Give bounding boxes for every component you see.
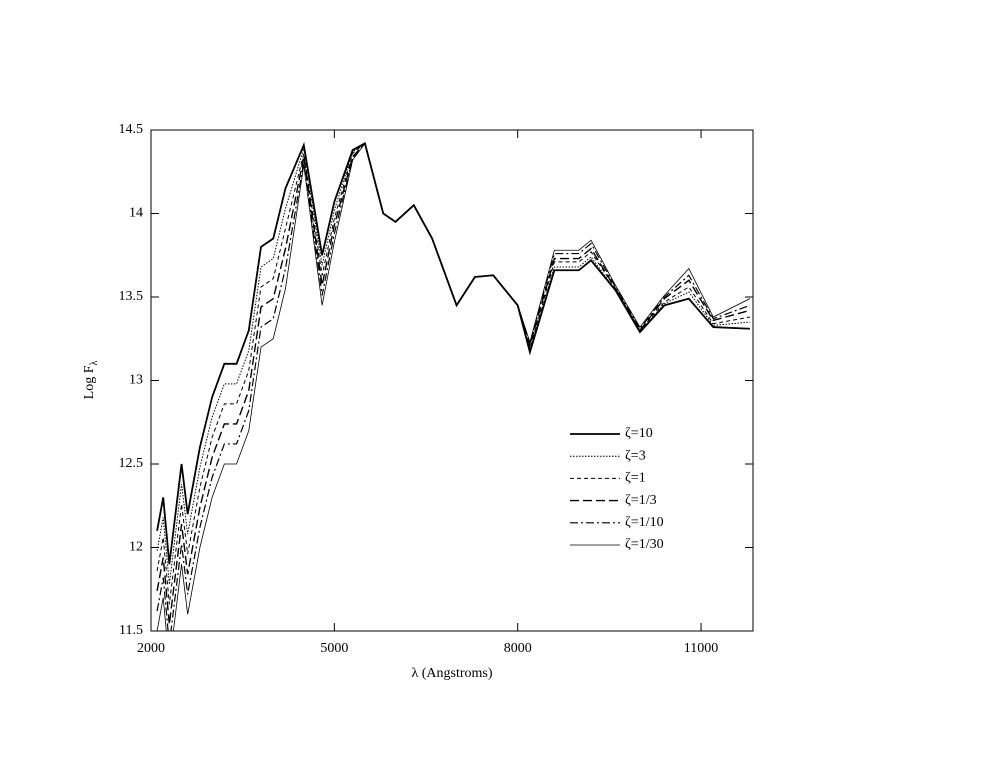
legend-label: ζ=1/30 — [625, 537, 664, 552]
plot-frame — [150, 129, 754, 632]
legend-label: ζ=10 — [625, 426, 653, 441]
y-axis-label-sub: λ — [89, 361, 100, 366]
legend-label: ζ=1 — [625, 471, 646, 486]
y-axis-label: Log Fλ — [82, 361, 100, 400]
legend-label: ζ=3 — [625, 448, 646, 463]
series-line — [156, 142, 751, 631]
y-tick-label: 12.5 — [119, 456, 144, 471]
x-tick-label: 11000 — [684, 641, 718, 656]
y-tick-label: 13 — [129, 373, 143, 388]
series-line — [156, 141, 750, 565]
y-tick-label: 12 — [129, 540, 143, 555]
series-line — [156, 142, 751, 631]
y-tick-label: 14 — [129, 206, 143, 221]
x-axis-label: λ (Angstroms) — [411, 666, 492, 681]
legend-label: ζ=1/3 — [625, 493, 657, 508]
y-tick-label: 11.5 — [119, 623, 143, 638]
y-tick-label: 14.5 — [119, 122, 144, 137]
x-tick-label: 8000 — [504, 641, 532, 656]
lines — [156, 141, 751, 631]
series-line — [156, 142, 750, 585]
legend-label: ζ=1/10 — [625, 515, 664, 530]
series-line — [156, 142, 751, 605]
y-axis-label-main: Log F — [82, 365, 97, 399]
x-tick-label: 2000 — [137, 641, 165, 656]
x-tick-label: 5000 — [320, 641, 348, 656]
y-tick-label: 13.5 — [119, 289, 144, 304]
